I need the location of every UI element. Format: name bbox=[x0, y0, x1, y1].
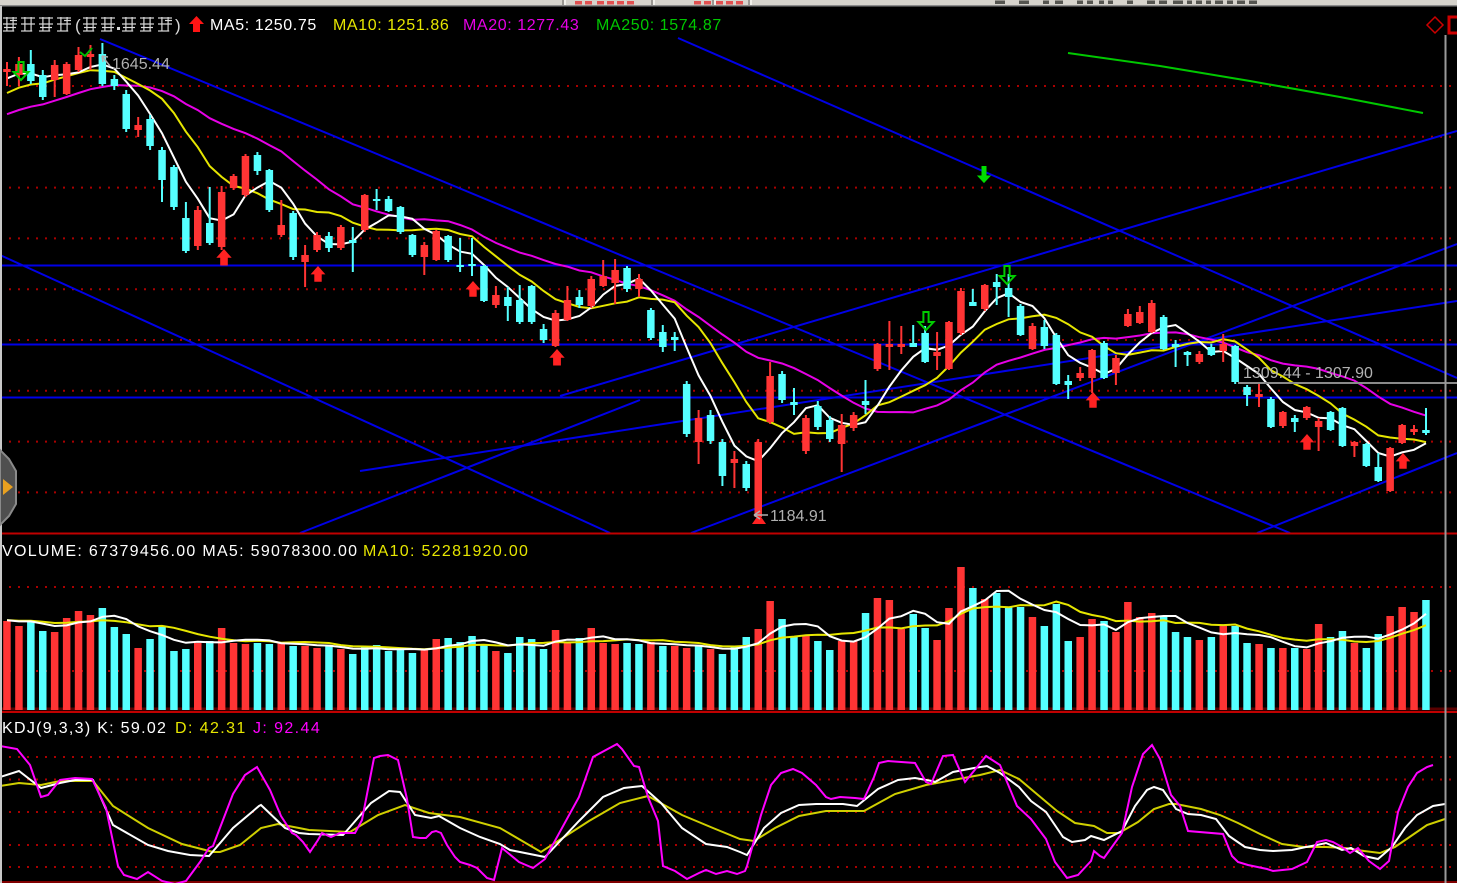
svg-text:KDJ(9,3,3) K: 59.02: KDJ(9,3,3) K: 59.02 bbox=[2, 720, 167, 737]
svg-text:): ) bbox=[175, 16, 181, 35]
svg-text:1309.44 - 1307.90: 1309.44 - 1307.90 bbox=[1243, 365, 1373, 382]
svg-text:(: ( bbox=[75, 16, 81, 35]
svg-text:D: 42.31: D: 42.31 bbox=[175, 720, 247, 737]
svg-text:MA10: 1251.86: MA10: 1251.86 bbox=[333, 17, 449, 34]
svg-text:MA20: 1277.43: MA20: 1277.43 bbox=[463, 17, 579, 34]
svg-text:1184.91: 1184.91 bbox=[770, 508, 827, 525]
svg-text:J: 92.44: J: 92.44 bbox=[253, 720, 321, 737]
svg-text:MA250: 1574.87: MA250: 1574.87 bbox=[596, 17, 722, 34]
svg-text:MA10: 52281920.00: MA10: 52281920.00 bbox=[363, 543, 529, 560]
svg-text:MA5: 1250.75: MA5: 1250.75 bbox=[210, 17, 317, 34]
svg-text:VOLUME: 67379456.00 MA5: 5907: VOLUME: 67379456.00 MA5: 59078300.00 bbox=[2, 543, 358, 560]
svg-text:1645.44: 1645.44 bbox=[112, 56, 170, 73]
